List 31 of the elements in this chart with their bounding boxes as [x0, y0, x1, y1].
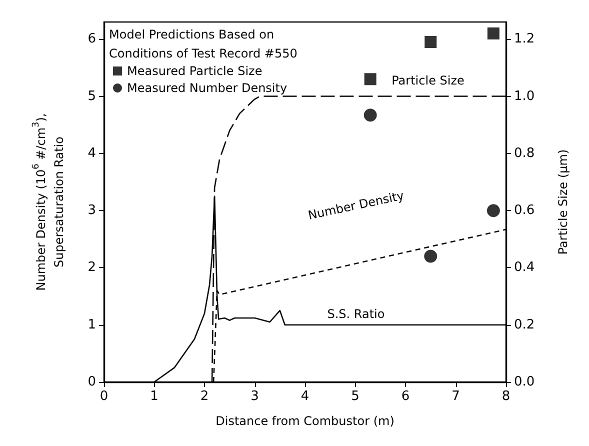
x-tick-label: 6 — [401, 389, 410, 404]
y2-tick-label: 0.8 — [514, 146, 535, 161]
legend-label: Measured Particle Size — [127, 64, 262, 78]
x-tick-label: 0 — [100, 389, 108, 404]
y-tick-label: 5 — [88, 88, 96, 104]
x-tick-label: 2 — [200, 389, 209, 404]
x-tick-label: 3 — [250, 389, 259, 404]
y2-axis-title: Particle Size (μm) — [556, 149, 570, 255]
y-tick-label: 4 — [88, 146, 96, 161]
y-tick-label: 1 — [88, 317, 96, 332]
x-tick-label: 5 — [351, 389, 360, 404]
series-label: S.S. Ratio — [327, 306, 385, 321]
y-tick-label: 0 — [88, 374, 96, 390]
x-axis-title: Distance from Combustor (m) — [216, 414, 394, 428]
y-tick-label: 6 — [88, 32, 96, 47]
y2-tick-label: 0.6 — [514, 203, 535, 218]
x-tick-label: 4 — [300, 389, 310, 404]
y-tick-label: 2 — [88, 260, 96, 276]
text: Number Density — [306, 188, 406, 222]
legend-title: Model Predictions Based on Conditions of Test Record #550 — [109, 28, 298, 60]
x-tick-label: 1 — [150, 389, 158, 404]
x-tick-label: 8 — [502, 389, 510, 404]
y2-tick-label: 0.0 — [514, 374, 535, 390]
y2-tick-label: 0.4 — [514, 260, 535, 276]
y2-tick-label: 1.2 — [514, 32, 535, 47]
series-label: Particle Size — [392, 73, 464, 88]
legend-label: Measured Number Density — [127, 81, 288, 95]
y2-tick-label: 0.2 — [514, 317, 535, 332]
y2-tick-label: 1.0 — [514, 88, 535, 104]
y-tick-label: 3 — [88, 203, 96, 218]
x-tick-label: 7 — [452, 389, 460, 404]
